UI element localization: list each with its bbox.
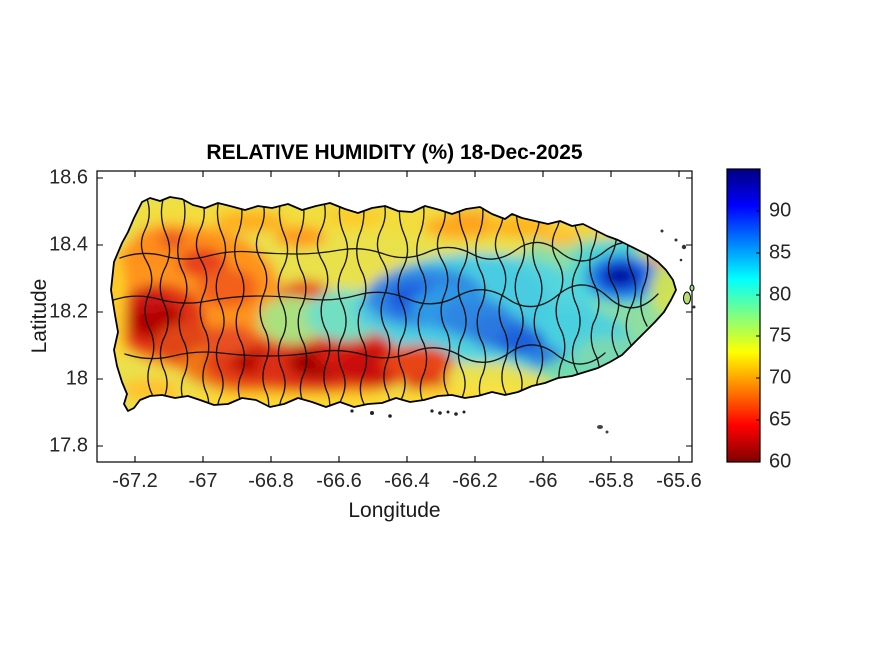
colorbar-tick-label: 85 bbox=[769, 241, 792, 264]
x-tick-label: -67 bbox=[188, 470, 218, 492]
colorbar-tick-label: 90 bbox=[769, 199, 792, 222]
y-tick-label: 17.8 bbox=[49, 434, 88, 457]
plot-title: RELATIVE HUMIDITY (%) 18-Dec-2025 bbox=[206, 141, 583, 164]
x-tick-label: -66.4 bbox=[384, 470, 430, 492]
x-tick-label: -65.6 bbox=[656, 470, 702, 492]
y-tick-label: 18.4 bbox=[49, 233, 88, 256]
offshore-islands bbox=[350, 229, 696, 434]
axis-ticks bbox=[97, 171, 692, 462]
y-tick-label: 18.2 bbox=[49, 300, 88, 323]
colorbar bbox=[726, 168, 761, 463]
colorbar-tick-label: 65 bbox=[769, 408, 792, 431]
colorbar-tick-label: 60 bbox=[769, 450, 792, 473]
x-tick-label: -66.2 bbox=[452, 470, 498, 492]
x-tick-label: -66 bbox=[528, 470, 558, 492]
island-map bbox=[111, 197, 676, 411]
plot-box bbox=[96, 170, 693, 463]
colorbar-tick-label: 80 bbox=[769, 283, 792, 306]
colorbar-gradient bbox=[726, 168, 761, 463]
x-tick-label: -65.8 bbox=[588, 470, 634, 492]
x-tick-label: -67.2 bbox=[112, 470, 158, 492]
colorbar-tick-label: 70 bbox=[769, 366, 792, 389]
x-tick-label: -66.6 bbox=[316, 470, 362, 492]
colorbar-ticks bbox=[756, 210, 760, 421]
y-tick-label: 18.6 bbox=[49, 166, 88, 189]
x-axis-label: Longitude bbox=[348, 499, 441, 522]
y-tick-label: 18 bbox=[65, 367, 88, 390]
colorbar-tick-label: 75 bbox=[769, 324, 792, 347]
coastline bbox=[110, 196, 677, 412]
x-tick-label: -66.8 bbox=[248, 470, 294, 492]
